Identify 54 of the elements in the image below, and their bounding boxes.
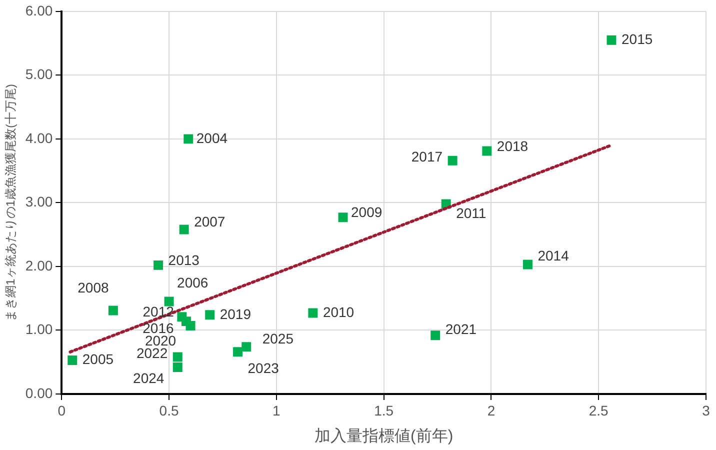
annotation: 2025: [262, 330, 294, 347]
annotation: 2015: [621, 30, 653, 47]
point: [184, 134, 194, 144]
y-tick-label: 0.00: [25, 384, 53, 401]
point: [448, 156, 458, 166]
annotation: 2013: [168, 252, 200, 268]
annotation: 2007: [194, 213, 226, 230]
x-tick-label: 2: [487, 402, 496, 418]
point: [108, 306, 118, 316]
annotation: 2008: [78, 279, 109, 296]
annotation: 2012: [142, 304, 174, 320]
y-tick-label: 3.00: [25, 194, 53, 210]
annotation: 2010: [322, 304, 354, 320]
y-tick-label: 1.00: [25, 321, 53, 338]
point: [205, 310, 215, 320]
x-tick-label: 0: [58, 402, 66, 418]
annotation: 2005: [82, 351, 114, 368]
annotation: 2019: [220, 306, 252, 322]
annotation: 2018: [496, 138, 528, 154]
y-tick-label: 6.00: [25, 2, 53, 18]
point: [154, 260, 164, 270]
y-tick-label: 2.00: [25, 257, 53, 274]
point: [338, 212, 348, 222]
point: [186, 321, 196, 331]
annotation: 2009: [351, 204, 382, 220]
y-axis-title: まき網1ヶ統あたりの1歳魚漁獲尾数(十万尾): [4, 84, 18, 322]
x-tick-label: 3: [702, 402, 710, 418]
point: [482, 146, 492, 156]
x-tick-label: 0.5: [159, 402, 179, 418]
annotation: 2011: [456, 204, 486, 221]
point: [68, 355, 78, 365]
annotation: 2024: [133, 370, 164, 386]
annotation: 2017: [411, 148, 443, 164]
x-tick-label: 1: [272, 402, 281, 418]
annotation: 2004: [196, 130, 228, 146]
point: [242, 342, 252, 352]
x-axis-title: 加入量指標値(前年): [314, 426, 454, 445]
point: [606, 35, 616, 45]
x-tick-label: 2.5: [588, 402, 609, 418]
annotation: 2023: [248, 360, 280, 376]
annotation: 2006: [177, 274, 208, 290]
point: [172, 362, 182, 372]
point: [522, 260, 532, 270]
point: [308, 308, 318, 318]
point: [179, 224, 189, 234]
annotation: 2014: [538, 247, 570, 264]
point: [164, 296, 174, 306]
point: [233, 347, 243, 357]
point: [430, 330, 440, 340]
y-tick-label: 4.00: [25, 130, 53, 146]
y-tick-label: 5.00: [25, 66, 53, 82]
point: [172, 352, 182, 362]
x-tick-label: 1.5: [374, 402, 394, 418]
annotation: 2021: [445, 321, 477, 338]
